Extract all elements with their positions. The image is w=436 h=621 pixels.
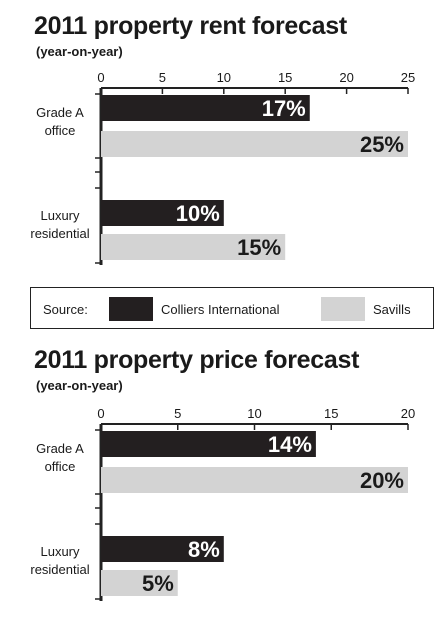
category-label: Luxury — [40, 208, 80, 223]
bar-value-label: 8% — [188, 537, 220, 562]
category-label: residential — [30, 562, 89, 577]
legend-label-colliers: Colliers International — [161, 301, 280, 317]
legend-swatch-colliers — [109, 297, 153, 321]
legend-swatch-savills — [321, 297, 365, 321]
rent-chart-title: 2011 property rent forecast — [34, 12, 347, 40]
bar-value-label: 25% — [360, 132, 404, 157]
bar-value-label: 17% — [262, 96, 306, 121]
x-tick-label: 10 — [217, 70, 231, 85]
category-label: Grade A — [36, 441, 84, 456]
bar-savills — [101, 234, 286, 260]
bar-savills — [101, 467, 408, 493]
x-tick-label: 15 — [278, 70, 292, 85]
bar-colliers — [101, 431, 316, 457]
x-tick-label: 20 — [401, 406, 415, 421]
bar-value-label: 20% — [360, 468, 404, 493]
bar-colliers — [101, 95, 310, 121]
bar-value-label: 15% — [237, 235, 281, 260]
legend-source: Source: — [43, 288, 88, 330]
legend-entry-savills: Savills — [321, 288, 411, 330]
bar-value-label: 14% — [268, 432, 312, 457]
x-tick-label: 25 — [401, 70, 415, 85]
x-tick-label: 5 — [159, 70, 166, 85]
x-tick-label: 0 — [97, 406, 104, 421]
legend-entry-colliers: Colliers International — [109, 288, 280, 330]
bar-value-label: 10% — [176, 201, 220, 226]
legend-source-label: Source: — [43, 301, 88, 317]
price-forecast-chart: 0 5 10 15 20 Grade A office Luxury residential 14… — [30, 406, 415, 601]
bar-value-label: 5% — [142, 571, 174, 596]
x-tick-label: 20 — [339, 70, 353, 85]
bar-colliers — [101, 536, 224, 562]
rent-chart-subtitle: (year-on-year) — [36, 44, 123, 59]
bar-savills — [101, 131, 408, 157]
price-chart-subtitle: (year-on-year) — [36, 378, 123, 393]
category-label: residential — [30, 226, 89, 241]
rent-forecast-chart: 0 5 10 15 20 25 Grade A office Luxury residential… — [30, 70, 415, 265]
x-tick-label: 15 — [324, 406, 338, 421]
x-tick-label: 10 — [247, 406, 261, 421]
x-tick-label: 5 — [174, 406, 181, 421]
category-label: Grade A — [36, 105, 84, 120]
legend-label-savills: Savills — [373, 301, 411, 317]
bar-savills — [101, 570, 178, 596]
category-label: Luxury — [40, 544, 80, 559]
price-chart-title: 2011 property price forecast — [34, 346, 360, 374]
legend: Source: Colliers International Savills — [30, 287, 434, 329]
category-label: office — [45, 459, 76, 474]
x-tick-label: 0 — [97, 70, 104, 85]
category-label: office — [45, 123, 76, 138]
bar-colliers — [101, 200, 224, 226]
